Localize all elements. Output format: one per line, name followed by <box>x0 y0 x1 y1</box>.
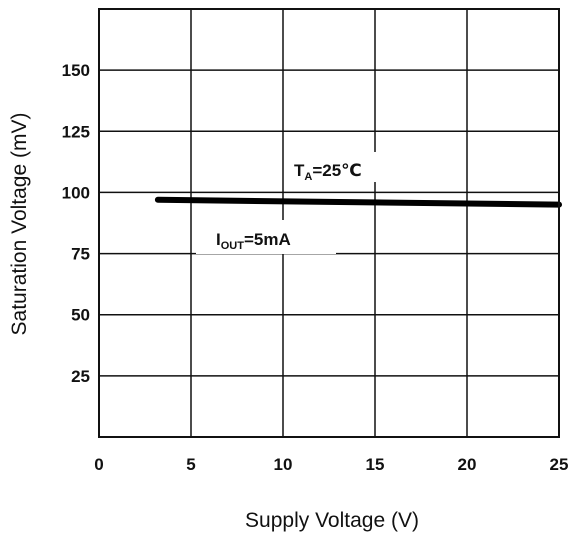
x-tick-label: 0 <box>94 455 103 474</box>
series-layer <box>154 196 562 208</box>
temp-annotation: TA=25℃ <box>294 161 362 183</box>
y-tick-label: 75 <box>71 245 90 264</box>
x-axis-title: Supply Voltage (V) <box>245 509 419 532</box>
tick-labels: 0 5 10 15 20 25 25 50 75 100 125 150 <box>62 61 569 474</box>
x-tick-label: 25 <box>550 455 569 474</box>
y-tick-label: 50 <box>71 306 90 325</box>
x-tick-label: 20 <box>458 455 477 474</box>
temp-annotation-bg <box>290 152 385 182</box>
y-tick-label: 150 <box>62 61 90 80</box>
x-tick-label: 5 <box>186 455 195 474</box>
series-line <box>154 196 562 208</box>
y-tick-label: 100 <box>62 183 90 202</box>
y-axis-title: Saturation Voltage (mV) <box>8 113 31 336</box>
y-tick-label: 125 <box>62 122 90 141</box>
y-tick-label: 25 <box>71 367 90 386</box>
x-tick-label: 15 <box>366 455 385 474</box>
annotation-layer: TA=25℃ IOUT=5mA <box>196 152 385 254</box>
current-annotation-bg <box>196 220 336 254</box>
plot-frame <box>98 8 560 438</box>
current-annotation: IOUT=5mA <box>216 230 291 252</box>
x-tick-label: 10 <box>274 455 293 474</box>
